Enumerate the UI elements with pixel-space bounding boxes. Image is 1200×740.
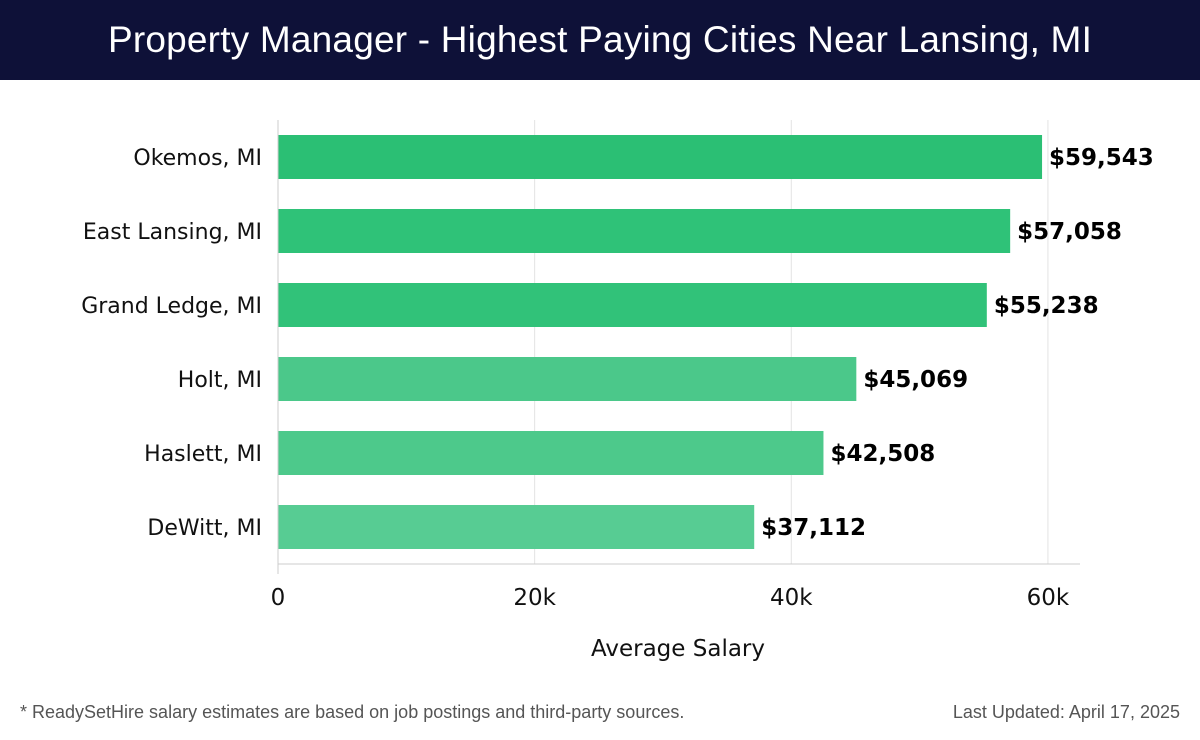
category-label: Holt, MI: [178, 368, 262, 393]
category-label: DeWitt, MI: [147, 516, 262, 541]
value-label: $55,238: [994, 293, 1099, 319]
value-labels: $59,543 $57,058 $55,238 $45,069 $42,508 $37,1…: [761, 145, 1154, 541]
gridlines: [534, 120, 1049, 564]
bar: [278, 283, 987, 327]
chart-header: Property Manager - Highest Paying Cities…: [0, 0, 1200, 80]
value-label: $59,543: [1049, 145, 1154, 171]
x-tick-label: 20k: [513, 585, 556, 611]
value-label: $42,508: [830, 441, 935, 467]
x-tick-labels: 0 20k 40k 60k: [271, 585, 1070, 611]
bars: [278, 135, 1043, 549]
x-tick-label: 60k: [1027, 585, 1070, 611]
value-label: $45,069: [863, 367, 968, 393]
bar: [278, 505, 755, 549]
value-label: $37,112: [761, 515, 866, 541]
salary-bar-chart: Okemos, MI East Lansing, MI Grand Ledge, M…: [81, 120, 1154, 662]
footer-note: * ReadySetHire salary estimates are base…: [20, 702, 685, 722]
category-label: East Lansing, MI: [83, 220, 262, 245]
x-tick-label: 0: [271, 585, 286, 611]
last-updated: Last Updated: April 17, 2025: [952, 702, 1180, 722]
category-labels: Okemos, MI East Lansing, MI Grand Ledge, M…: [81, 146, 262, 541]
category-label: Grand Ledge, MI: [81, 294, 262, 319]
category-label: Okemos, MI: [133, 146, 262, 171]
category-label: Haslett, MI: [144, 442, 262, 467]
value-label: $57,058: [1017, 219, 1122, 245]
x-tick-label: 40k: [770, 585, 813, 611]
bar: [278, 357, 857, 401]
bar: [278, 209, 1011, 253]
chart-title: Property Manager - Highest Paying Cities…: [107, 19, 1093, 60]
bar: [278, 431, 824, 475]
bar: [278, 135, 1043, 179]
x-axis-title: Average Salary: [591, 636, 765, 662]
